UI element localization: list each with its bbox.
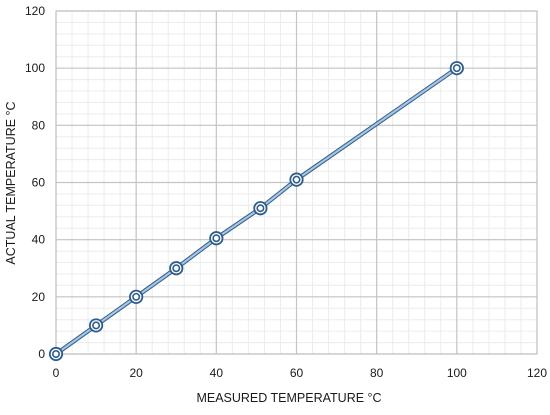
x-tick-label: 60 (290, 366, 304, 380)
plot-frame (55, 10, 538, 355)
data-point (209, 231, 224, 246)
x-tick-label: 120 (527, 366, 547, 380)
y-axis-title: ACTUAL TEMPERATURE °C (4, 101, 18, 264)
data-point (88, 318, 104, 333)
y-tick-label: 60 (32, 176, 46, 190)
data-point (253, 201, 268, 216)
data-point-inner-ring (51, 349, 60, 358)
series (48, 61, 464, 362)
series-line (54, 67, 458, 356)
y-tick-label: 80 (32, 118, 46, 132)
data-point-inner-ring (452, 64, 461, 73)
y-tick-label: 40 (32, 233, 46, 247)
x-tick-label: 0 (53, 366, 60, 380)
data-point-inner-ring (92, 321, 101, 330)
x-tick-label: 20 (129, 366, 143, 380)
y-tick-label: 0 (38, 347, 45, 361)
x-tick-label: 100 (447, 366, 467, 380)
data-point (169, 261, 184, 276)
y-tick-label: 120 (25, 4, 45, 18)
x-tick-label: 40 (210, 366, 224, 380)
grid (55, 10, 538, 355)
data-point (48, 346, 64, 362)
y-tick-label: 100 (25, 61, 45, 75)
data-point-inner-ring (132, 292, 141, 301)
data-point-inner-ring (172, 264, 181, 273)
data-point-inner-ring (256, 204, 265, 213)
tick-labels: 0 20 40 60 80 100 120 0 20 40 60 80 100 120 (25, 4, 547, 380)
data-point-inner-ring (292, 175, 301, 184)
axes (55, 10, 538, 355)
data-point-inner-ring (212, 234, 221, 243)
data-point (289, 172, 304, 187)
x-axis-title: MEASURED TEMPERATURE °C (196, 391, 381, 405)
data-point (449, 61, 464, 76)
data-point (129, 289, 144, 304)
y-tick-label: 20 (32, 290, 46, 304)
x-tick-label: 80 (370, 366, 384, 380)
